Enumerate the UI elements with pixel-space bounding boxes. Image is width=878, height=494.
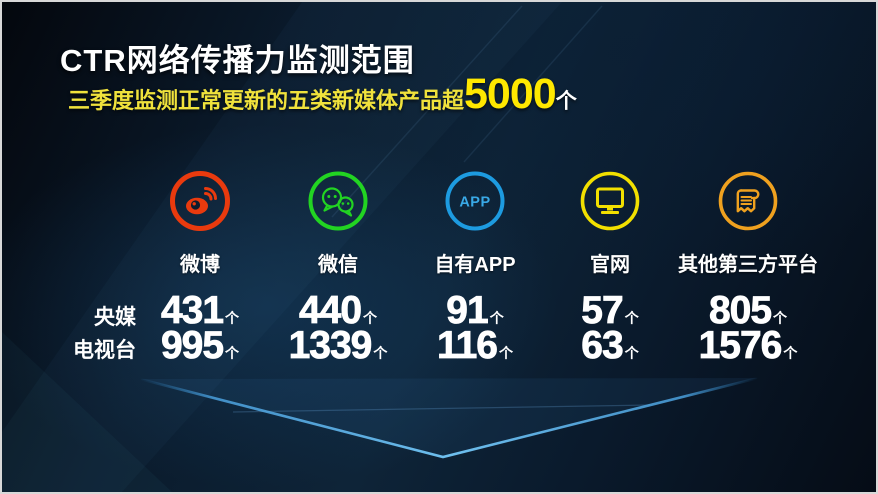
count-wechat-central: 440 个 — [298, 289, 378, 332]
platform-column-thirdparty: 其他第三方平台 — [663, 170, 833, 277]
app-icon-text: APP — [459, 195, 490, 211]
row-label-central-media: 央媒 — [94, 306, 136, 329]
subtitle-text: 三季度监测正常更新的五类新媒体产品超 — [68, 88, 465, 113]
count-wechat-tv: 1339 个 — [288, 324, 388, 367]
count-weibo-tv: 995 个 — [160, 324, 240, 367]
platform-column-wechat: 微信 — [253, 170, 423, 277]
platform-label: 其他第三方平台 — [678, 254, 818, 276]
platform-column-website: 官网 — [525, 170, 695, 277]
app-icon: APP — [444, 170, 506, 232]
count-thirdparty-central: 805 个 — [708, 289, 788, 332]
row-label-tv-station: 电视台 — [73, 339, 136, 362]
platform-label: 自有APP — [434, 254, 516, 276]
subtitle: 三季度监测正常更新的五类新媒体产品超5000个 — [68, 70, 577, 119]
count-website-tv: 63 个 — [581, 324, 639, 367]
count-thirdparty-tv: 1576 个 — [698, 324, 798, 367]
count-website-central: 57 个 — [581, 289, 639, 332]
down-arrow-shape — [139, 376, 759, 459]
platform-label: 微博 — [180, 254, 220, 276]
platform-label: 微信 — [318, 254, 358, 276]
count-app-tv: 116 个 — [437, 324, 513, 367]
count-app-central: 91 个 — [446, 289, 504, 332]
platform-column-app: APP 自有APP — [390, 170, 560, 277]
thirdparty-icon — [717, 170, 779, 232]
page-title: CTR网络传播力监测范围 — [60, 43, 415, 78]
subtitle-unit: 个 — [555, 90, 577, 113]
platform-column-weibo: 微博 — [115, 170, 285, 277]
subtitle-highlight-number: 5000 — [464, 70, 557, 118]
wechat-icon — [307, 170, 369, 232]
count-weibo-central: 431 个 — [160, 289, 240, 332]
platform-label: 官网 — [590, 254, 630, 276]
weibo-icon — [169, 170, 231, 232]
website-icon — [579, 170, 641, 232]
